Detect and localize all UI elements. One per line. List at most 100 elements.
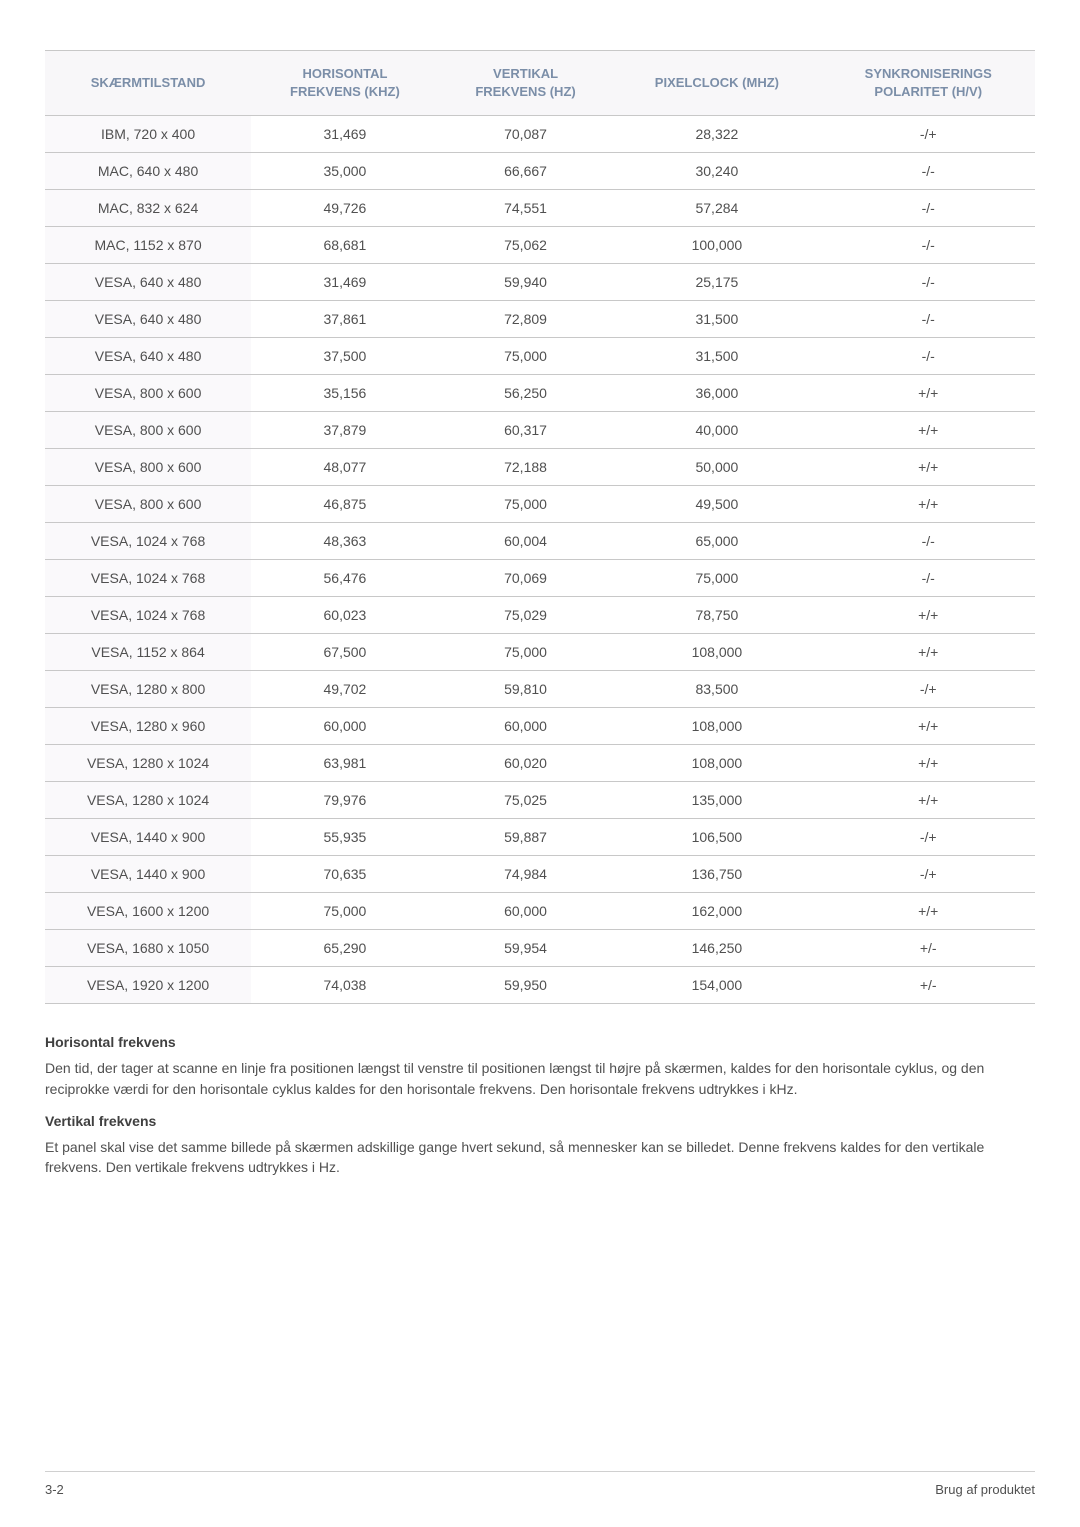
table-cell: 60,020 [439,745,613,782]
table-cell: +/+ [821,486,1035,523]
table-cell: VESA, 1024 x 768 [45,523,251,560]
table-cell: VESA, 1680 x 1050 [45,930,251,967]
desc-heading-vertikal: Vertikal frekvens [45,1113,1035,1129]
table-cell: 72,809 [439,301,613,338]
table-cell: 75,000 [439,634,613,671]
table-cell: +/+ [821,634,1035,671]
table-cell: +/- [821,930,1035,967]
table-cell: +/+ [821,375,1035,412]
table-cell: 37,879 [251,412,439,449]
table-row: VESA, 800 x 60037,87960,31740,000+/+ [45,412,1035,449]
table-cell: 75,000 [612,560,821,597]
table-cell: 78,750 [612,597,821,634]
table-cell: -/+ [821,116,1035,153]
table-cell: +/- [821,967,1035,1004]
table-cell: VESA, 1440 x 900 [45,856,251,893]
table-cell: 162,000 [612,893,821,930]
table-row: VESA, 1600 x 120075,00060,000162,000+/+ [45,893,1035,930]
table-cell: 35,156 [251,375,439,412]
table-cell: 75,000 [251,893,439,930]
table-cell: 79,976 [251,782,439,819]
table-cell: VESA, 1152 x 864 [45,634,251,671]
table-cell: IBM, 720 x 400 [45,116,251,153]
footer-right: Brug af produktet [935,1482,1035,1497]
table-cell: 35,000 [251,153,439,190]
desc-text-vertikal: Et panel skal vise det samme billede på … [45,1137,1035,1178]
descriptions: Horisontal frekvens Den tid, der tager a… [45,1034,1035,1177]
col-header-vfreq: VERTIKALFREKVENS (HZ) [439,51,613,116]
footer-left: 3-2 [45,1482,64,1497]
col-header-hfreq: HORISONTALFREKVENS (KHZ) [251,51,439,116]
table-cell: -/- [821,523,1035,560]
page-footer: 3-2 Brug af produktet [45,1471,1035,1497]
table-cell: VESA, 1280 x 1024 [45,782,251,819]
table-header-row: SKÆRMTILSTAND HORISONTALFREKVENS (KHZ) V… [45,51,1035,116]
table-cell: VESA, 1280 x 800 [45,671,251,708]
table-cell: -/- [821,301,1035,338]
desc-heading-horisontal: Horisontal frekvens [45,1034,1035,1050]
table-row: VESA, 1440 x 90055,93559,887106,500-/+ [45,819,1035,856]
display-modes-table: SKÆRMTILSTAND HORISONTALFREKVENS (KHZ) V… [45,50,1035,1004]
table-row: MAC, 640 x 48035,00066,66730,240-/- [45,153,1035,190]
table-cell: +/+ [821,412,1035,449]
table-cell: 75,029 [439,597,613,634]
table-cell: 154,000 [612,967,821,1004]
table-cell: 46,875 [251,486,439,523]
col-header-syncpolarity: SYNKRONISERINGSPOLARITET (H/V) [821,51,1035,116]
table-cell: 60,000 [439,708,613,745]
table-cell: +/+ [821,597,1035,634]
table-cell: 48,363 [251,523,439,560]
table-cell: VESA, 640 x 480 [45,264,251,301]
table-cell: 75,025 [439,782,613,819]
table-cell: 59,810 [439,671,613,708]
table-cell: -/- [821,190,1035,227]
table-cell: -/+ [821,856,1035,893]
table-cell: 31,469 [251,264,439,301]
table-cell: 40,000 [612,412,821,449]
table-cell: 68,681 [251,227,439,264]
table-row: VESA, 1024 x 76860,02375,02978,750+/+ [45,597,1035,634]
table-cell: 31,469 [251,116,439,153]
table-cell: 135,000 [612,782,821,819]
table-cell: 106,500 [612,819,821,856]
table-row: VESA, 1920 x 120074,03859,950154,000+/- [45,967,1035,1004]
table-cell: 49,500 [612,486,821,523]
table-cell: -/- [821,338,1035,375]
col-header-mode: SKÆRMTILSTAND [45,51,251,116]
table-row: VESA, 1024 x 76848,36360,00465,000-/- [45,523,1035,560]
table-cell: -/- [821,560,1035,597]
table-cell: 50,000 [612,449,821,486]
table-cell: 66,667 [439,153,613,190]
table-cell: 67,500 [251,634,439,671]
table-row: VESA, 1280 x 80049,70259,81083,500-/+ [45,671,1035,708]
table-cell: +/+ [821,708,1035,745]
table-cell: VESA, 800 x 600 [45,412,251,449]
table-cell: 49,702 [251,671,439,708]
table-cell: 75,062 [439,227,613,264]
table-cell: VESA, 800 x 600 [45,486,251,523]
table-cell: VESA, 800 x 600 [45,375,251,412]
table-cell: MAC, 1152 x 870 [45,227,251,264]
table-cell: MAC, 640 x 480 [45,153,251,190]
table-cell: 74,038 [251,967,439,1004]
table-cell: 60,004 [439,523,613,560]
table-row: VESA, 800 x 60046,87575,00049,500+/+ [45,486,1035,523]
table-cell: 59,954 [439,930,613,967]
table-cell: VESA, 1024 x 768 [45,597,251,634]
table-cell: +/+ [821,449,1035,486]
table-cell: VESA, 800 x 600 [45,449,251,486]
table-cell: 74,551 [439,190,613,227]
table-cell: VESA, 640 x 480 [45,338,251,375]
table-cell: 60,000 [439,893,613,930]
table-row: VESA, 1680 x 105065,29059,954146,250+/- [45,930,1035,967]
table-row: VESA, 1280 x 96060,00060,000108,000+/+ [45,708,1035,745]
table-row: VESA, 1440 x 90070,63574,984136,750-/+ [45,856,1035,893]
table-cell: 56,250 [439,375,613,412]
table-row: VESA, 800 x 60048,07772,18850,000+/+ [45,449,1035,486]
table-cell: 65,000 [612,523,821,560]
table-cell: MAC, 832 x 624 [45,190,251,227]
table-row: IBM, 720 x 40031,46970,08728,322-/+ [45,116,1035,153]
table-cell: 70,087 [439,116,613,153]
table-cell: VESA, 1440 x 900 [45,819,251,856]
table-cell: VESA, 1280 x 1024 [45,745,251,782]
